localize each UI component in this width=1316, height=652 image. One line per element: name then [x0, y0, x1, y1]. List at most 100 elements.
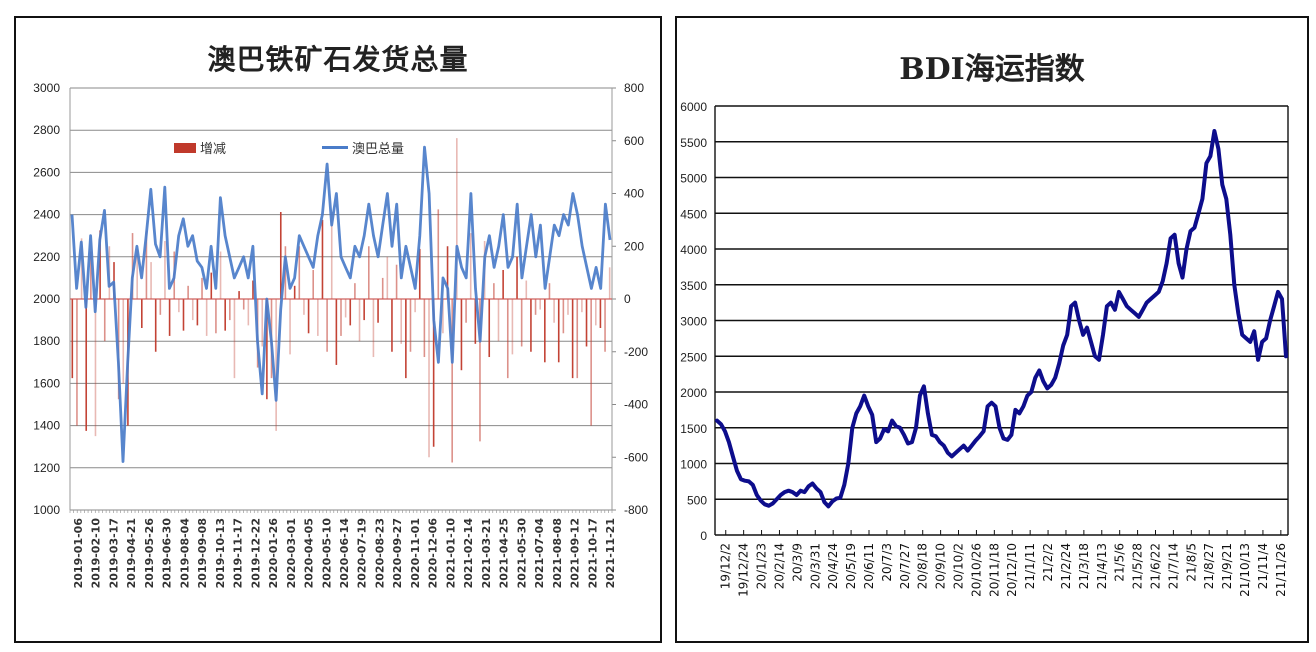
- y-tick: 6000: [680, 100, 707, 114]
- x-tick-label: 2021-01-10: [444, 518, 457, 589]
- x-tick-label: 2019-03-17: [107, 518, 120, 588]
- x-tick-label: 21/5/28: [1131, 543, 1145, 589]
- x-tick-label: 20/6/11: [862, 543, 876, 589]
- x-tick-label: 2019-12-22: [249, 518, 262, 588]
- x-tick-label: 2021-09-12: [569, 518, 582, 588]
- left-chart-panel: 澳巴铁矿石发货总量 增减 澳巴总量 1000 1200 1400 1600 1800 20…: [14, 16, 662, 643]
- y-tick-left: 1200: [33, 461, 60, 475]
- left-chart-title: 澳巴铁矿石发货总量: [207, 43, 469, 76]
- bdi-line: [715, 129, 1288, 509]
- y-tick-right: 800: [624, 81, 644, 95]
- y-tick: 1500: [680, 422, 707, 436]
- x-tick-label: 20/8/18: [916, 543, 930, 589]
- x-tick-label: 2019-04-21: [125, 518, 138, 588]
- y-tick-right: 200: [624, 239, 644, 253]
- legend-item-change: 增减: [174, 138, 226, 157]
- x-tick-label: 2021-10-17: [586, 518, 599, 588]
- y-tick: 2500: [680, 350, 707, 364]
- x-tick-label: 2020-04-05: [303, 518, 316, 588]
- y-tick-left: 1800: [33, 334, 60, 348]
- bdi-index-chart: 0 500 1000 1500 2000 2500 3000 3500 4000 4500 5000…: [680, 100, 1289, 597]
- x-tick-label: 21/11/4: [1256, 543, 1270, 589]
- y-tick-right: -600: [624, 450, 648, 464]
- x-tick-label: 21/7/14: [1166, 543, 1180, 589]
- x-tick-label: 21/8/27: [1202, 543, 1216, 589]
- x-tick-label: 2020-05-10: [320, 518, 333, 589]
- x-tick-label: 2020-12-06: [427, 518, 440, 589]
- x-tick-label: 21/1/11: [1023, 543, 1037, 589]
- y-tick-left: 2800: [33, 123, 60, 137]
- x-tick-label: 21/3/18: [1077, 543, 1091, 589]
- legend-label-change: 增减: [200, 142, 227, 157]
- y-tick-left: 2200: [33, 250, 60, 264]
- legend-label-total: 澳巴总量: [352, 142, 405, 157]
- x-tick-label: 2021-08-08: [551, 518, 564, 588]
- y-tick-right: 400: [624, 187, 644, 201]
- y-tick: 5500: [680, 136, 707, 150]
- x-tick-label: 20/5/19: [844, 543, 858, 589]
- x-tick-label: 2020-03-01: [285, 518, 298, 588]
- x-tick-label: 20/1/23: [755, 543, 769, 589]
- legend-item-total: 澳巴总量: [322, 138, 404, 157]
- y-tick: 4000: [680, 243, 707, 257]
- x-tick-label: 20/3/31: [808, 543, 822, 589]
- x-tick-label: 2021-05-30: [515, 518, 528, 589]
- y-tick-left: 3000: [33, 81, 60, 95]
- legend-line-swatch: [322, 146, 348, 149]
- x-tick-label: 20/10/26: [969, 543, 983, 597]
- y-tick-left: 2000: [33, 292, 60, 306]
- x-tick-label: 19/12/2: [719, 543, 733, 589]
- legend-bar-swatch: [174, 142, 196, 153]
- x-tick-label: 2020-08-23: [373, 518, 386, 588]
- x-tick-label: 19/12/24: [737, 543, 751, 597]
- x-tick-label: 2021-07-04: [533, 518, 546, 589]
- right-chart-panel: BDI海运指数 0 500 1000 1500 2000 2500 3000 3500 4000…: [675, 16, 1309, 643]
- x-tick-label: 2021-11-21: [604, 518, 617, 588]
- x-tick-label: 20/7/27: [898, 543, 912, 589]
- x-tick-label: 21/10/13: [1238, 543, 1252, 597]
- x-tick-label: 2019-11-17: [232, 518, 245, 588]
- y-tick-right: 0: [624, 292, 631, 306]
- x-tick-label: 20/12/10: [1005, 543, 1019, 597]
- y-tick: 2000: [680, 386, 707, 400]
- x-tick-label: 2019-06-30: [161, 518, 174, 589]
- x-tick-label: 2021-04-25: [498, 518, 511, 588]
- x-tick-label: 2019-01-06: [72, 518, 85, 589]
- x-tick-label: 2019-02-10: [90, 518, 103, 589]
- y-tick: 1000: [680, 458, 707, 472]
- x-tick-label: 21/9/21: [1220, 543, 1234, 589]
- x-tick-label: 2019-08-04: [178, 518, 191, 589]
- x-tick-label: 20/2/14: [772, 543, 786, 589]
- y-tick-right: 600: [624, 134, 644, 148]
- y-tick-right: -400: [624, 398, 648, 412]
- right-chart-title: BDI海运指数: [899, 52, 1085, 87]
- x-tick-label: 20/3/9: [790, 543, 804, 582]
- x-tick-label: 2020-11-01: [409, 518, 422, 588]
- x-tick-label: 2021-02-14: [462, 518, 475, 589]
- x-tick-label: 2019-09-08: [196, 518, 209, 588]
- x-tick-label: 20/4/24: [826, 543, 840, 589]
- x-tick-label: 2020-01-26: [267, 518, 280, 589]
- y-tick-right: -800: [624, 503, 648, 517]
- x-tick-label: 20/7/3: [880, 543, 894, 582]
- x-tick-label: 21/6/22: [1148, 543, 1162, 589]
- y-tick: 0: [700, 529, 707, 543]
- shipment-volume-chart: 1000120014001600180020002200240026002800…: [33, 81, 648, 589]
- x-tick-label: 20/9/10: [934, 543, 948, 589]
- x-tick-label: 2019-10-13: [214, 518, 227, 588]
- y-tick: 4500: [680, 207, 707, 221]
- y-tick: 5000: [680, 172, 707, 186]
- y-tick-left: 1600: [33, 376, 60, 390]
- x-tick-label: 2020-06-14: [338, 518, 351, 589]
- x-tick-label: 21/2/24: [1059, 543, 1073, 589]
- y-tick: 3000: [680, 315, 707, 329]
- total-volume-line: [70, 145, 612, 463]
- y-tick-right: -200: [624, 345, 648, 359]
- x-tick-label: 20/11/18: [987, 543, 1001, 597]
- x-tick-label: 2021-03-21: [480, 518, 493, 588]
- x-tick-label: 2020-09-27: [391, 518, 404, 588]
- y-tick-left: 2600: [33, 165, 60, 179]
- y-tick-left: 1400: [33, 419, 60, 433]
- x-tick-label: 20/10/2: [952, 543, 966, 589]
- x-tick-label: 21/5/6: [1113, 543, 1127, 582]
